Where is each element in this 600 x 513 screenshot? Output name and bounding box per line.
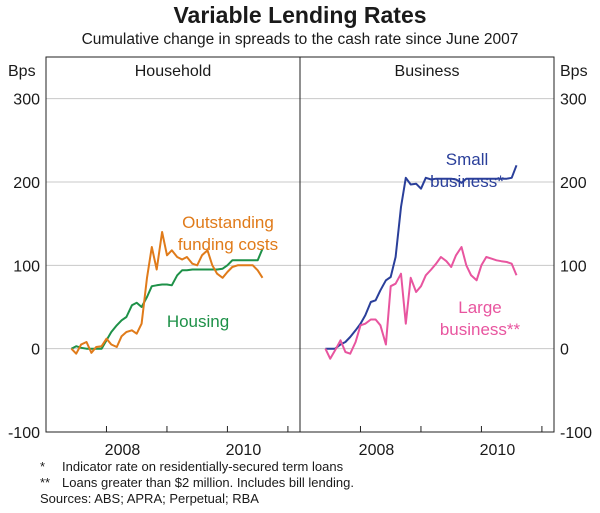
- chart-notes: * Indicator rate on residentially-secure…: [40, 459, 354, 507]
- panel-title-business: Business: [395, 63, 460, 80]
- y-tick-left-0: 0: [31, 342, 40, 359]
- chart-canvas: -100 -100 0 0 100 100 200 200 300 300 Bps Bps Househ…: [8, 56, 592, 459]
- y-tick-left-100: 100: [13, 258, 40, 275]
- footnote-2-text: Loans greater than $2 million. Includes …: [62, 475, 354, 490]
- y-unit-left: Bps: [8, 63, 36, 80]
- y-tick-right-200: 200: [560, 175, 587, 192]
- chart-subtitle: Cumulative change in spreads to the cash…: [81, 31, 519, 48]
- y-unit-right: Bps: [560, 63, 588, 80]
- footnote-1-text: Indicator rate on residentially-secured …: [62, 459, 344, 474]
- y-tick-right-0: 0: [560, 342, 569, 359]
- chart-title: Variable Lending Rates: [173, 2, 427, 28]
- series-line-large-business: [324, 246, 518, 360]
- series-line-outstanding-funding-costs: [70, 231, 264, 355]
- series-label-outstanding-funding-costs-0: Outstanding: [182, 213, 274, 232]
- series-label-large-business-1: business**: [440, 320, 521, 339]
- series-label-housing-0: Housing: [167, 312, 229, 331]
- footnote-1-mark: *: [40, 459, 46, 474]
- series-label-small-business-1: business*: [430, 172, 504, 191]
- x-tick-label-business-2008: 2008: [359, 442, 395, 459]
- series-label-outstanding-funding-costs-1: funding costs: [178, 235, 278, 254]
- x-tick-label-business-2010: 2010: [480, 442, 516, 459]
- footnote-2-mark: **: [40, 475, 51, 490]
- panel-title-household: Household: [135, 63, 212, 80]
- y-tick-left-300: 300: [13, 92, 40, 109]
- y-tick-right-300: 300: [560, 92, 587, 109]
- series-line-small-business: [325, 164, 518, 350]
- y-tick-left-200: 200: [13, 175, 40, 192]
- x-tick-label-household-2010: 2010: [226, 442, 262, 459]
- y-tick-left--100: -100: [8, 425, 40, 442]
- series-line-housing: [70, 248, 264, 350]
- y-tick-right--100: -100: [560, 425, 592, 442]
- series-label-small-business-0: Small: [446, 150, 489, 169]
- footnote-1: * Indicator rate on residentially-secure…: [40, 459, 354, 475]
- sources-line: Sources: ABS; APRA; Perpetual; RBA: [40, 491, 259, 506]
- x-tick-label-household-2008: 2008: [105, 442, 141, 459]
- footnote-2: ** Loans greater than $2 million. Includ…: [40, 475, 354, 491]
- series-label-large-business-0: Large: [458, 298, 501, 317]
- y-tick-right-100: 100: [560, 258, 587, 275]
